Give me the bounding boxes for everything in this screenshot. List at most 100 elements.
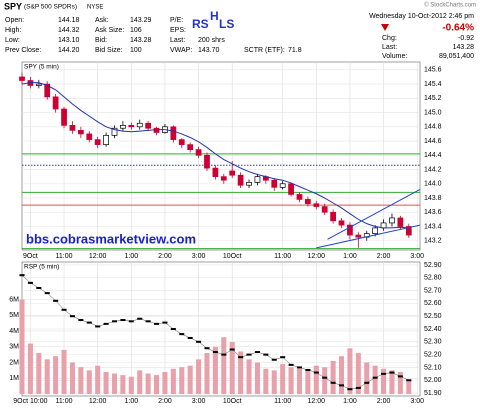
y-tick-label: 144.6 [424, 138, 442, 145]
field-label: SCTR (ETF): [244, 47, 285, 54]
y-tick-label: 144.2 [424, 166, 442, 173]
price-point [61, 308, 67, 311]
volume-bar [322, 367, 328, 395]
price-point [313, 371, 319, 374]
price-point [27, 281, 33, 284]
price-point [347, 388, 353, 391]
price-point [86, 321, 92, 324]
candle-body [170, 126, 177, 140]
x-tick-label: 2:00 [158, 398, 172, 405]
panel-title: SPY (5 min) [24, 64, 59, 71]
candle-body [305, 199, 311, 205]
x-tick-label: 2:00 [377, 253, 391, 260]
field-value: 106 [130, 27, 142, 34]
y-tick-label: 145.4 [424, 81, 442, 88]
candle-body [271, 179, 278, 188]
price-point [296, 366, 303, 369]
volume-bar [238, 351, 244, 395]
x-tick-label: 3:00 [410, 398, 424, 405]
price-point [212, 351, 218, 354]
field-value: 71.8 [288, 47, 302, 54]
field-value: 200 shrs [198, 37, 225, 44]
x-tick-label: 3:00 [192, 253, 206, 260]
volume-bar [53, 356, 59, 395]
volume-bar [103, 371, 109, 395]
x-tick-label: 1:00 [343, 398, 357, 405]
price-point [137, 317, 143, 320]
y-tick-label: 52.80 [424, 275, 442, 282]
candle-body [279, 183, 286, 188]
x-tick-label: 9Oct [23, 253, 38, 260]
price-point [103, 322, 109, 325]
volume-bar [305, 370, 311, 395]
price-point [187, 336, 193, 339]
x-tick-label: 1:00 [343, 253, 357, 260]
price-point [238, 356, 244, 359]
x-tick-label: 12:00 [308, 253, 326, 260]
field-value: 144.32 [58, 27, 80, 34]
y-tick-label: 51.90 [424, 390, 442, 397]
price-point [406, 379, 412, 382]
price-point [364, 381, 370, 384]
price-point [196, 340, 202, 343]
x-tick-label: 1:00 [124, 398, 138, 405]
volume-bar [27, 343, 33, 395]
candle-body [397, 217, 404, 227]
volume-bar [271, 370, 277, 395]
field-label: High: [5, 27, 21, 34]
price-point [338, 384, 345, 387]
candle-body [254, 176, 261, 183]
price-point [69, 315, 75, 318]
candle-body [103, 134, 109, 145]
y-tick-label: 52.20 [424, 351, 442, 358]
volume-bar [338, 356, 345, 395]
plot-area [21, 61, 421, 251]
volume-bar [389, 370, 395, 395]
candle-body [405, 226, 412, 236]
candle-body [120, 125, 126, 129]
volume-bar [36, 353, 42, 395]
price-point [44, 292, 50, 295]
price-point [397, 375, 403, 378]
pattern-label: H [210, 9, 219, 23]
field-label: Bid: [95, 37, 107, 44]
field-label: Ask Size: [95, 27, 124, 34]
price-point [246, 353, 252, 356]
volume-bar [254, 362, 260, 395]
price-point [288, 363, 294, 366]
x-tick-label: 12:00 [89, 398, 107, 405]
volume-bar [296, 368, 303, 395]
volume-bar [330, 360, 336, 395]
volume-bar [162, 371, 168, 395]
y-tick-label: 143.4 [424, 223, 442, 230]
y-tick-label: 52.40 [424, 326, 442, 333]
y-tick-label: 52.00 [424, 377, 442, 384]
candle-body [220, 176, 227, 181]
x-tick-label: 11:00 [274, 253, 291, 260]
stat-value: 143.28 [453, 44, 475, 51]
x-tick-label: 3:00 [410, 253, 424, 260]
symbol-name: (S&P 500 SPDRs) [24, 4, 77, 11]
candle-body [86, 133, 93, 140]
volume-bar [170, 368, 176, 395]
y-tick-label: 145.2 [424, 95, 442, 102]
field-label: VWAP: [170, 47, 192, 54]
field-label: Last: [170, 37, 185, 44]
price-point [355, 386, 361, 389]
price-point [170, 328, 176, 330]
down-arrow [381, 24, 389, 31]
change-pct: -0.64% [442, 23, 474, 34]
volume-bar [95, 365, 101, 395]
volume-bar [347, 348, 353, 395]
copyright: © StockCharts.com [424, 2, 476, 9]
candle-body [338, 220, 345, 226]
candle-body [195, 149, 202, 156]
price-point [305, 368, 311, 371]
candle-body [237, 174, 244, 186]
y-tick-label: 52.30 [424, 339, 442, 346]
volume-bar [196, 359, 202, 395]
price-point [389, 371, 395, 374]
field-value: 143.28 [130, 37, 152, 44]
price-point [19, 274, 25, 277]
